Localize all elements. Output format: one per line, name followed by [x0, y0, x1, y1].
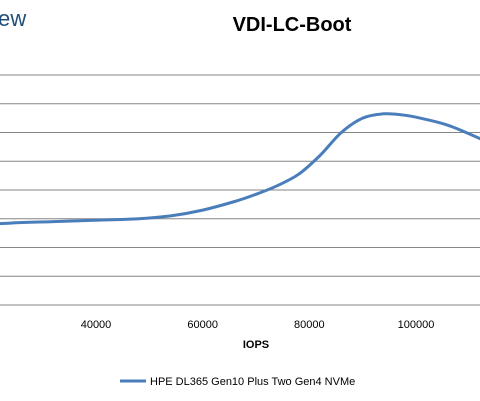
legend-label: HPE DL365 Gen10 Plus Two Gen4 NVMe — [150, 376, 355, 388]
brand-logo-fragment: ew — [0, 6, 27, 31]
gridlines — [0, 74, 480, 277]
x-tick-label: 40000 — [81, 319, 112, 331]
x-tick-label: 80000 — [294, 319, 325, 331]
x-axis-ticks: 0400006000080000100000 — [81, 319, 435, 331]
series-line — [0, 112, 480, 226]
x-tick-label: 100000 — [398, 319, 435, 331]
x-tick-label: 60000 — [187, 319, 218, 331]
series-group — [0, 112, 480, 226]
x-axis-title: IOPS — [243, 339, 269, 351]
legend: HPE DL365 Gen10 Plus Two Gen4 NVMe — [120, 376, 355, 388]
chart-title: VDI-LC-Boot — [232, 14, 352, 36]
